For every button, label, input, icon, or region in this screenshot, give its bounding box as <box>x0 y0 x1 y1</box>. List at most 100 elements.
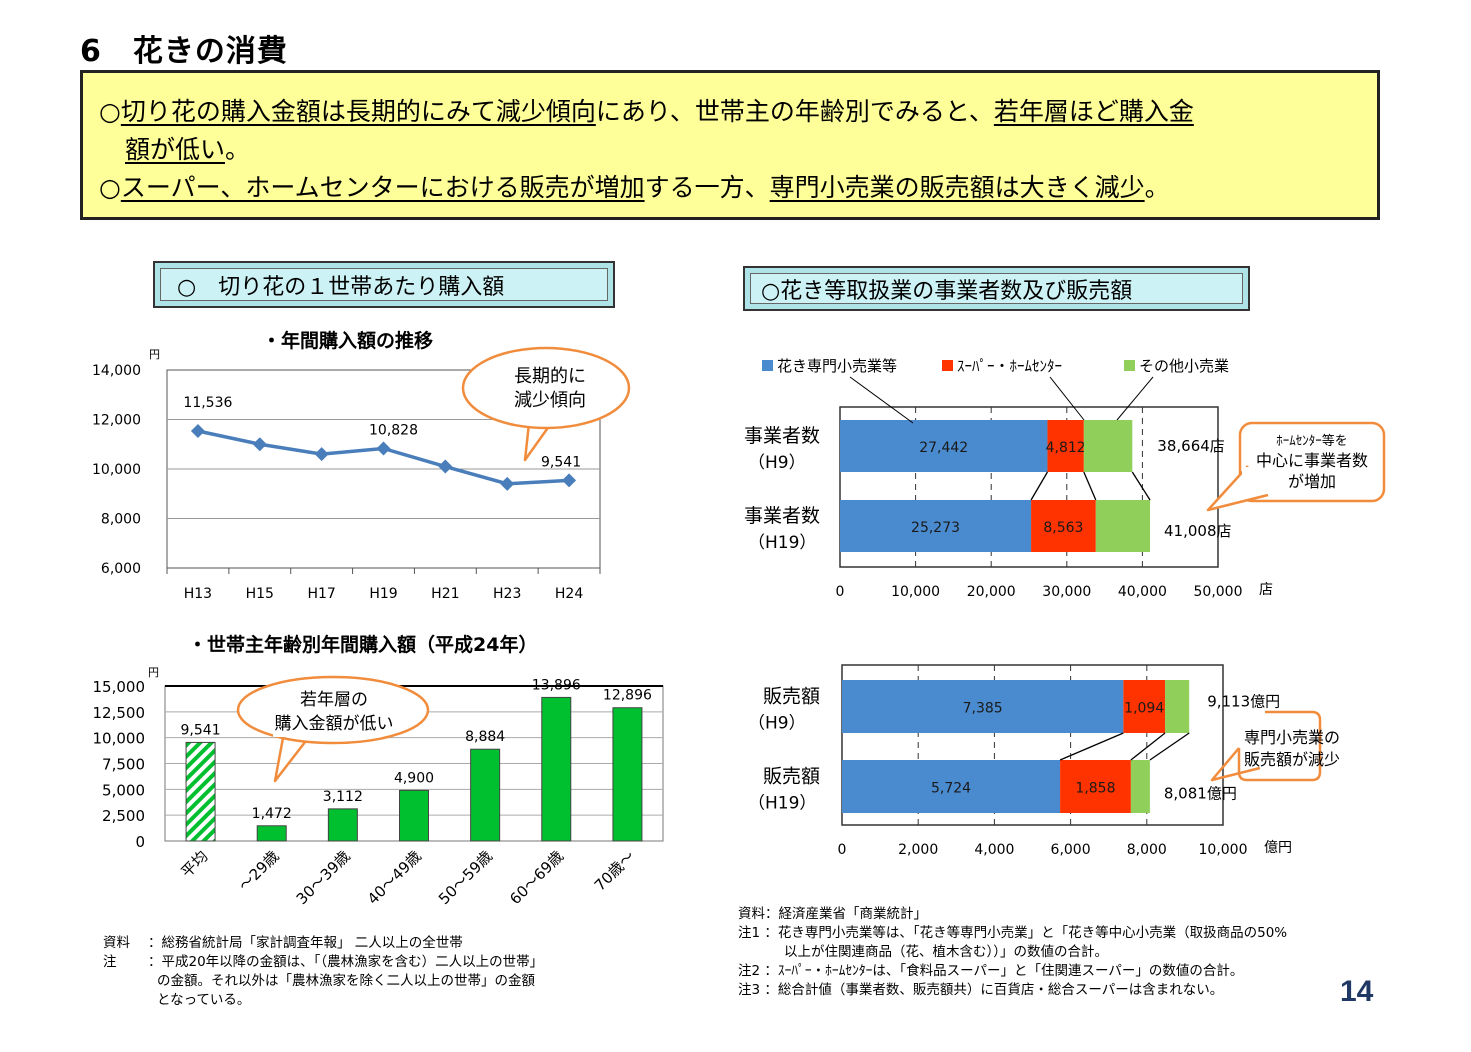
legend-swatch <box>1124 360 1135 371</box>
data-label: 11,536 <box>183 395 232 411</box>
right-notes: 資料：経済産業省「商業統計」 注1 ：花き専門小売業等は、「花き等専門小売業」と… <box>738 905 1378 1000</box>
y-tick-label: 10,000 <box>92 462 141 478</box>
bar <box>256 825 287 842</box>
right-note-1-cont: 以上が住関連商品（花、植木含む））」の数値の合計。 <box>784 944 1108 960</box>
underlined-phrase: スーパー、ホームセンターにおける販売が増加 <box>120 173 645 202</box>
y-tick-label: 2,500 <box>102 807 145 825</box>
summary-line-1: ○切り花の購入金額は長期的にみて減少傾向にあり、世帯主の年齢別でみると、若年層ほ… <box>99 93 1377 131</box>
category-label: 販売額 <box>763 686 820 708</box>
x-tick-label: H15 <box>246 586 274 602</box>
x-unit-label: 億円 <box>1264 840 1292 856</box>
value-label: 1,472 <box>252 806 292 822</box>
left-section-heading: ○ 切り花の１世帯あたり購入額 <box>153 261 615 308</box>
callout-text: 販売額が減少 <box>1244 750 1340 769</box>
x-tick-label: ～29歳 <box>235 847 282 894</box>
x-tick-label: H21 <box>431 586 459 602</box>
leader-line <box>1116 376 1154 421</box>
legend-swatch <box>942 360 953 371</box>
y-tick-label: 0 <box>135 833 145 851</box>
sales-amount-chart: 0 2,000 4,000 6,000 8,000 10,000 億円 7,385 1,094 販… <box>748 664 1340 858</box>
right-note-1: 注1 ：花き専門小売業等は、「花き等専門小売業」と「花き等中心小売業（取扱商品の… <box>738 925 1288 941</box>
bar-segment <box>1047 420 1084 472</box>
leader-line <box>1049 376 1085 421</box>
bar-segment <box>840 420 1048 472</box>
callout-join <box>273 725 317 737</box>
y-tick-label: 14,000 <box>92 363 141 379</box>
x-tick-label: 30,000 <box>1042 584 1091 600</box>
category-sub-label: （H9） <box>748 453 806 473</box>
callout-box <box>1237 710 1322 782</box>
value-label: 4,900 <box>394 770 434 786</box>
legend-label: その他小売業 <box>1139 357 1229 375</box>
summary-box: ○切り花の購入金額は長期的にみて減少傾向にあり、世帯主の年齢別でみると、若年層ほ… <box>80 70 1380 220</box>
y-unit-label: 円 <box>149 348 160 361</box>
right-section-heading: ○花き等取扱業の事業者数及び販売額 <box>743 266 1250 311</box>
underlined-phrase: 額が低い <box>125 135 226 164</box>
bar <box>541 696 572 842</box>
x-tick-label: 0 <box>838 842 847 858</box>
x-tick-label: 30～39歳 <box>293 847 354 908</box>
segment-label: 1,094 <box>1124 701 1164 717</box>
callout-tail <box>1210 747 1261 782</box>
data-label: 10,828 <box>369 423 418 439</box>
summary-line-2: 額が低い。 <box>99 131 1377 169</box>
note-text-1: ：平成20年以降の金額は、「（農林漁家を含む）二人以上の世帯」 <box>148 954 544 970</box>
value-label: 9,541 <box>181 722 221 738</box>
x-tick-label: 0 <box>836 584 845 600</box>
y-tick-label: 15,000 <box>93 678 146 696</box>
x-tick-label: 4,000 <box>974 842 1014 858</box>
value-label: 12,896 <box>603 688 652 704</box>
y-tick-label: 6,000 <box>101 561 141 577</box>
bar <box>327 808 358 842</box>
page-number: 14 <box>1340 975 1374 1008</box>
callout-text: ﾎｰﾑｾﾝﾀｰ等を <box>1276 433 1348 449</box>
note-label: 注 <box>103 954 117 970</box>
category-sub-label: （H19） <box>748 794 816 814</box>
callout-text: 減少傾向 <box>514 390 586 411</box>
segment-label: 5,724 <box>931 781 971 797</box>
data-point <box>438 459 453 474</box>
note-text-3: となっている。 <box>157 992 251 1008</box>
note-line: 注 ：平成20年以降の金額は、「（農林漁家を含む）二人以上の世帯」 <box>103 953 663 972</box>
category-label: 事業者数 <box>744 425 820 447</box>
connector-line <box>1059 732 1124 761</box>
bar-segment <box>842 680 1124 733</box>
data-label: 9,541 <box>541 454 581 470</box>
total-label: 9,113億円 <box>1207 693 1280 711</box>
bar-segment <box>1031 500 1096 552</box>
bar <box>470 748 501 842</box>
callout-text: が増加 <box>1288 472 1336 491</box>
y-tick-label: 8,000 <box>101 512 141 528</box>
data-point <box>500 476 515 491</box>
x-tick-label: 70歳～ <box>591 847 638 894</box>
line-chart: 6,000 8,000 10,000 12,000 14,000 円 H13 11,536 H1… <box>92 346 631 602</box>
right-note-3: 注3 ：総合計値（事業者数、販売額共）に百貨店・総合スーパーは含まれない。 <box>738 982 1224 998</box>
bar-segment <box>842 760 1061 813</box>
x-tick-label: 20,000 <box>967 584 1016 600</box>
summary-text: ○ <box>99 97 121 126</box>
category-sub-label: （H19） <box>748 533 816 553</box>
callout-join <box>1242 467 1272 494</box>
x-tick-label: H24 <box>555 586 583 602</box>
callout-text: 中心に事業者数 <box>1256 451 1368 470</box>
bar-segment <box>1123 680 1166 733</box>
connector-line <box>1149 732 1190 761</box>
category-label: 事業者数 <box>744 505 820 527</box>
underlined-phrase: 専門小売業の販売額は大きく減少 <box>769 173 1145 202</box>
summary-text: する一方、 <box>644 173 770 202</box>
segment-label: 1,858 <box>1075 781 1115 797</box>
note-text-2: の金額。それ以外は「農林漁家を除く二人以上の世帯」の金額 <box>157 973 535 989</box>
bar-segment <box>840 500 1032 552</box>
right-note-2: 注2 ：ｽｰﾊﾟｰ・ﾎｰﾑｾﾝﾀｰは、「食料品スーパー」と「住関連スーパー」の数… <box>738 963 1244 979</box>
x-tick-label: 平均 <box>177 847 211 881</box>
x-tick-label: 6,000 <box>1051 842 1091 858</box>
segment-label: 7,385 <box>963 701 1003 717</box>
x-tick-label: H13 <box>184 586 212 602</box>
data-point <box>190 423 205 438</box>
underlined-phrase: 切り花の購入金額は長期的にみて減少傾向 <box>120 97 596 126</box>
segment-label: 4,812 <box>1046 440 1086 456</box>
value-label: 3,112 <box>323 789 363 805</box>
x-tick-label: 10,000 <box>1199 842 1248 858</box>
category-label: 販売額 <box>763 766 820 788</box>
line-chart-title: ・年間購入額の推移 <box>262 330 434 352</box>
